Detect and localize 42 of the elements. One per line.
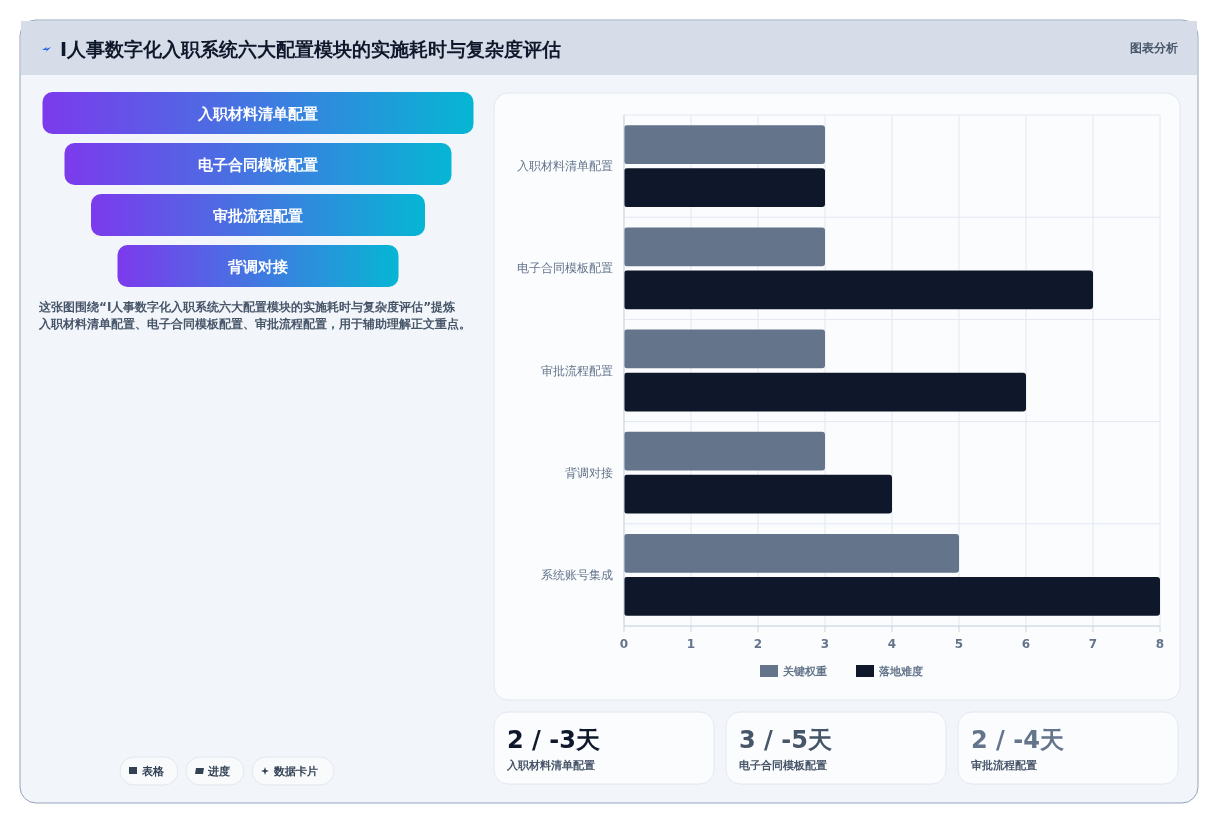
x-tick-label: 3 bbox=[820, 637, 830, 651]
category-label: 电子合同模板配置 bbox=[198, 156, 318, 174]
x-tick-label: 8 bbox=[1155, 637, 1165, 651]
bar bbox=[624, 534, 959, 573]
text: 数据卡片 bbox=[273, 765, 318, 778]
text: 2 / -4天 bbox=[971, 726, 1064, 754]
bar bbox=[624, 431, 825, 471]
bar bbox=[624, 329, 825, 369]
text: I人事数字化入职系统六大配置模块的实施耗时与复杂度评估 bbox=[60, 38, 562, 60]
text: 3 / -5天 bbox=[739, 726, 832, 754]
category-label: 电子合同模板配置 bbox=[739, 759, 827, 772]
text: 2 / -3天 bbox=[507, 726, 600, 754]
text: 表格 bbox=[141, 765, 165, 778]
bar bbox=[624, 270, 1093, 310]
category-label: 审批流程配置 bbox=[971, 759, 1037, 772]
y-tick-label: 背调对接 bbox=[565, 465, 613, 480]
x-tick-label: 5 bbox=[954, 637, 964, 651]
bar bbox=[624, 168, 825, 207]
category-label: 审批流程配置 bbox=[213, 207, 303, 225]
category-label: 背调对接 bbox=[227, 258, 288, 276]
x-tick-label: 7 bbox=[1088, 637, 1098, 651]
y-tick-label: 入职材料清单配置 bbox=[517, 159, 613, 174]
category-label: 入职材料清单配置 bbox=[506, 759, 595, 772]
x-tick-label: 1 bbox=[686, 637, 696, 651]
bar bbox=[624, 474, 892, 514]
y-tick-label: 审批流程配置 bbox=[541, 363, 613, 378]
y-tick-label: 系统账号集成 bbox=[541, 567, 613, 582]
x-tick-label: 6 bbox=[1021, 637, 1031, 651]
category-label: 入职材料清单配置 bbox=[197, 105, 318, 123]
y-tick-label: 电子合同模板配置 bbox=[517, 261, 613, 276]
text: 图表分析 bbox=[1130, 41, 1178, 55]
text: 进度 bbox=[207, 765, 230, 778]
x-tick-label: 0 bbox=[619, 637, 629, 651]
bar bbox=[624, 227, 825, 267]
bar bbox=[624, 125, 825, 164]
text: 这张图围绕“I人事数字化入职系统六大配置模块的实施耗时与复杂度评估”提炼入职材料清单配置、电子合同模板配置、审批流程配置，用于辅助理解正文重点。 bbox=[38, 300, 471, 331]
x-tick-label: 4 bbox=[887, 637, 897, 651]
legend-label: 落地难度 bbox=[878, 665, 923, 678]
x-tick-label: 2 bbox=[753, 637, 763, 651]
bar bbox=[624, 372, 1026, 412]
legend-label: 关键权重 bbox=[782, 665, 827, 678]
bar bbox=[624, 577, 1160, 616]
